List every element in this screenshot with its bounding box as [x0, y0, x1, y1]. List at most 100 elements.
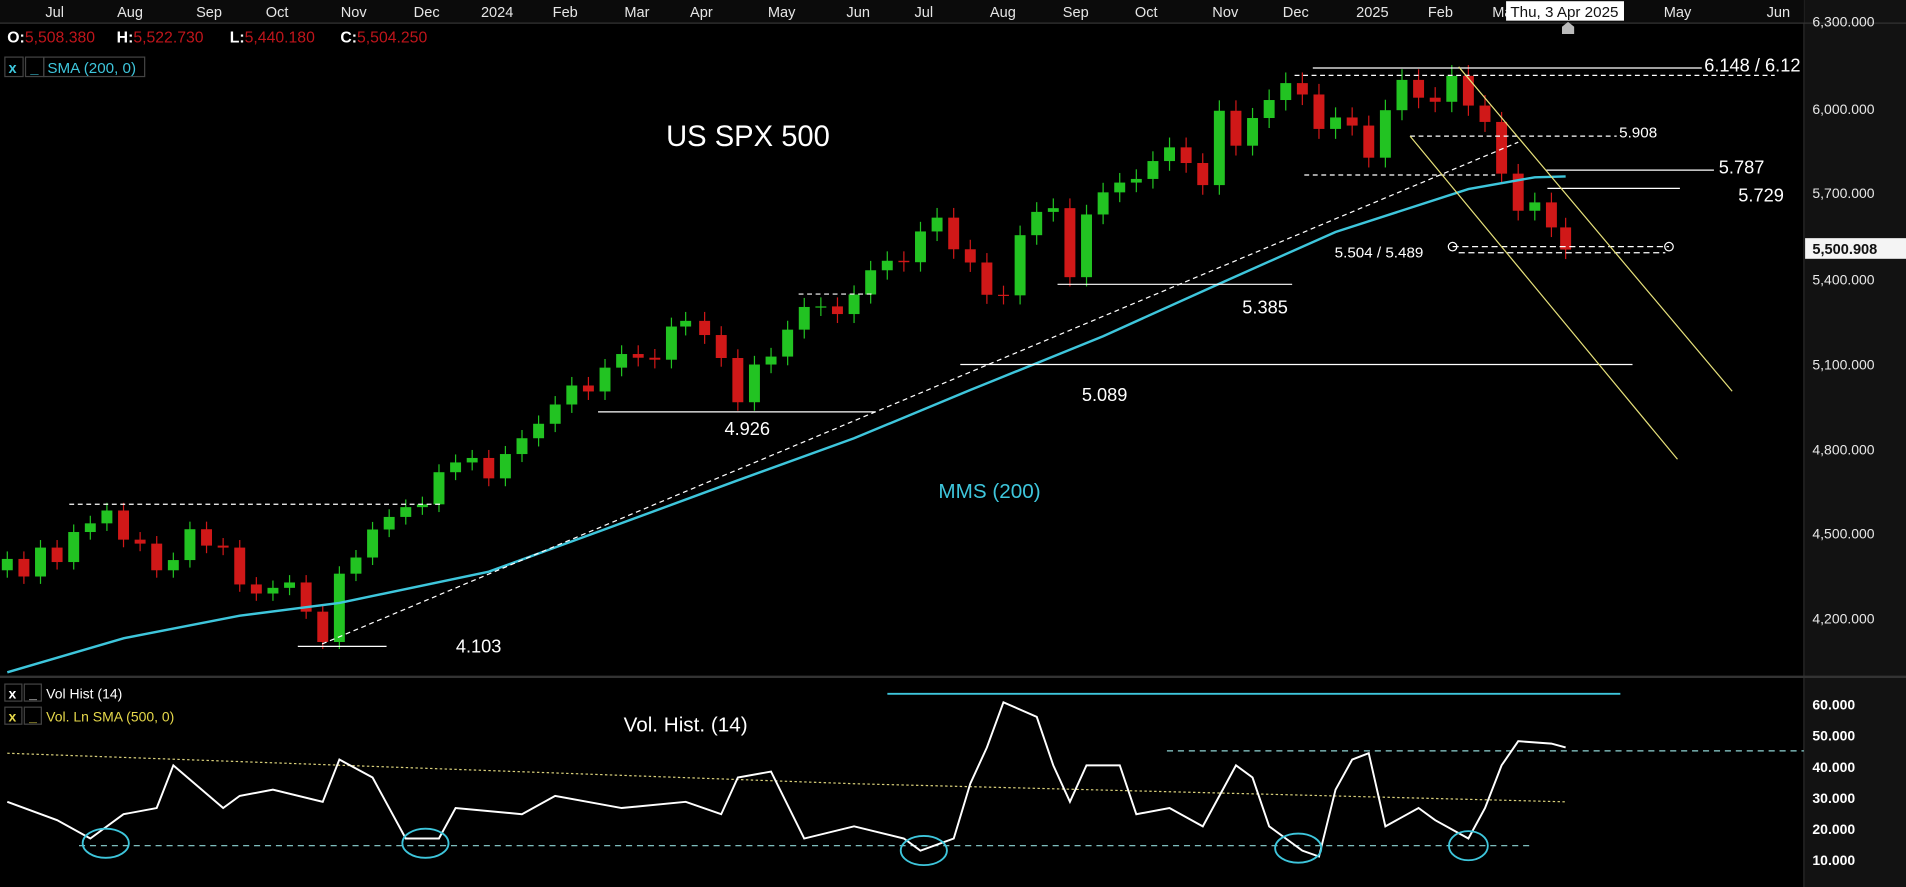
vol-hist-minimize-button[interactable]: [23, 683, 42, 702]
chart-title: US SPX 500: [666, 121, 830, 153]
last-price-box: [1805, 238, 1906, 259]
price-tick-label: 6,000.000: [1812, 101, 1874, 117]
low-volume-circle: [401, 827, 450, 859]
month-label: May: [768, 5, 796, 21]
month-label: Oct: [1135, 5, 1158, 21]
level-label-5729: 5.729: [1738, 186, 1784, 206]
candle-body: [1330, 117, 1342, 129]
close-icon[interactable]: x: [9, 709, 17, 725]
candle-body: [1081, 214, 1092, 278]
level-label-6148: 6.148 / 6.12: [1704, 56, 1800, 76]
price-tick-label: 6,300.000: [1812, 14, 1874, 30]
candle-body: [566, 385, 578, 405]
candle-body: [998, 294, 1009, 296]
vol-hist-remove-button[interactable]: [4, 683, 23, 702]
vol-sma-minimize-button[interactable]: [23, 706, 42, 725]
level-label-4926: 4.926: [724, 419, 770, 439]
month-label: 2025: [1356, 5, 1388, 21]
candle-body: [1363, 125, 1375, 158]
vol-sma-remove-button[interactable]: [4, 706, 23, 725]
vol-hist-label[interactable]: Vol Hist (14): [46, 686, 122, 702]
sma-annotation-label: MMS (200): [938, 480, 1040, 503]
month-label: Oct: [266, 5, 289, 21]
month-label: Apr: [690, 5, 713, 21]
candle-body: [782, 329, 794, 357]
month-label: 2024: [481, 5, 513, 21]
level-label-5908: 5.908: [1619, 124, 1657, 141]
candle-body: [599, 367, 611, 392]
candle-body: [68, 532, 80, 563]
candle-body: [1346, 117, 1358, 126]
line-handle-icon[interactable]: [1664, 241, 1674, 252]
candle-body: [1164, 147, 1176, 162]
volume-tick-label: 10.000: [1812, 852, 1855, 868]
candle-body: [1512, 173, 1524, 211]
candle-body: [1446, 75, 1458, 102]
candle-body: [732, 357, 744, 403]
month-label: Aug: [990, 5, 1016, 21]
minimize-icon[interactable]: _: [28, 686, 37, 702]
candle-body: [118, 510, 129, 540]
channel-lower-line: [1409, 135, 1678, 460]
price-axis[interactable]: [1803, 0, 1906, 887]
month-label: Jun: [1767, 5, 1791, 21]
minimize-icon[interactable]: _: [29, 61, 39, 77]
sma-indicator-legend: x _ SMA (200, 0): [4, 56, 146, 78]
price-tick-label: 5,100.000: [1812, 356, 1874, 372]
time-axis[interactable]: [0, 0, 1804, 24]
close-icon[interactable]: x: [9, 686, 17, 702]
volume-tick-label: 20.000: [1812, 821, 1855, 837]
candle-body: [1396, 79, 1408, 111]
ohlc-readout: O:5,508.380 H:5,522.730 L:5,440.180 C:5,…: [7, 30, 427, 47]
candle-body: [284, 582, 296, 588]
sma200-line: [6, 175, 1566, 674]
month-label: Jul: [915, 5, 934, 21]
month-label: Feb: [1428, 5, 1453, 21]
candle-body: [35, 547, 46, 577]
candle-body: [848, 294, 860, 315]
candle-body: [1479, 105, 1491, 122]
sma-label[interactable]: SMA (200, 0): [47, 60, 136, 77]
vol-sma-line: [7, 752, 1566, 803]
candle-body: [665, 326, 677, 360]
candle-body: [533, 423, 545, 439]
candle-body: [1, 558, 13, 571]
candle-body: [865, 270, 877, 295]
minimize-icon[interactable]: _: [28, 709, 37, 725]
low-volume-circle: [81, 827, 130, 859]
candle-body: [1545, 202, 1557, 228]
line-handle-icon[interactable]: [1447, 241, 1458, 252]
candle-body: [84, 523, 96, 533]
candle-body: [1313, 94, 1325, 129]
date-tooltip: [1506, 1, 1624, 21]
candle-body: [680, 320, 692, 327]
close-icon[interactable]: x: [9, 61, 17, 77]
price-tick-label: 5,700.000: [1812, 185, 1874, 201]
volume-tick-label: 50.000: [1812, 728, 1855, 744]
candle-body: [250, 584, 262, 594]
price-tick-label: 4,800.000: [1812, 441, 1874, 457]
month-label: Nov: [341, 5, 368, 21]
month-label: Sep: [196, 5, 222, 21]
month-label: Jun: [846, 5, 870, 21]
candle-body: [1031, 211, 1043, 236]
candle-body: [616, 354, 628, 368]
sma-remove-button[interactable]: [4, 56, 24, 78]
low-volume-circle: [1448, 830, 1489, 862]
high-value: 5,522.730: [133, 30, 203, 47]
vol-sma-label[interactable]: Vol. Ln SMA (500, 0): [46, 709, 174, 725]
price-tick-label: 4,500.000: [1812, 525, 1874, 541]
candle-body: [699, 320, 711, 336]
candle-body: [915, 231, 926, 263]
candle-body: [267, 587, 279, 594]
candle-body: [466, 457, 478, 463]
candle-body: [1147, 161, 1159, 179]
candle-body: [964, 249, 976, 263]
candle-body: [450, 462, 462, 473]
crosshair-marker-icon[interactable]: [1561, 21, 1575, 35]
candle-body: [51, 547, 63, 563]
candle-body: [1213, 110, 1225, 186]
candle-body: [898, 260, 910, 263]
